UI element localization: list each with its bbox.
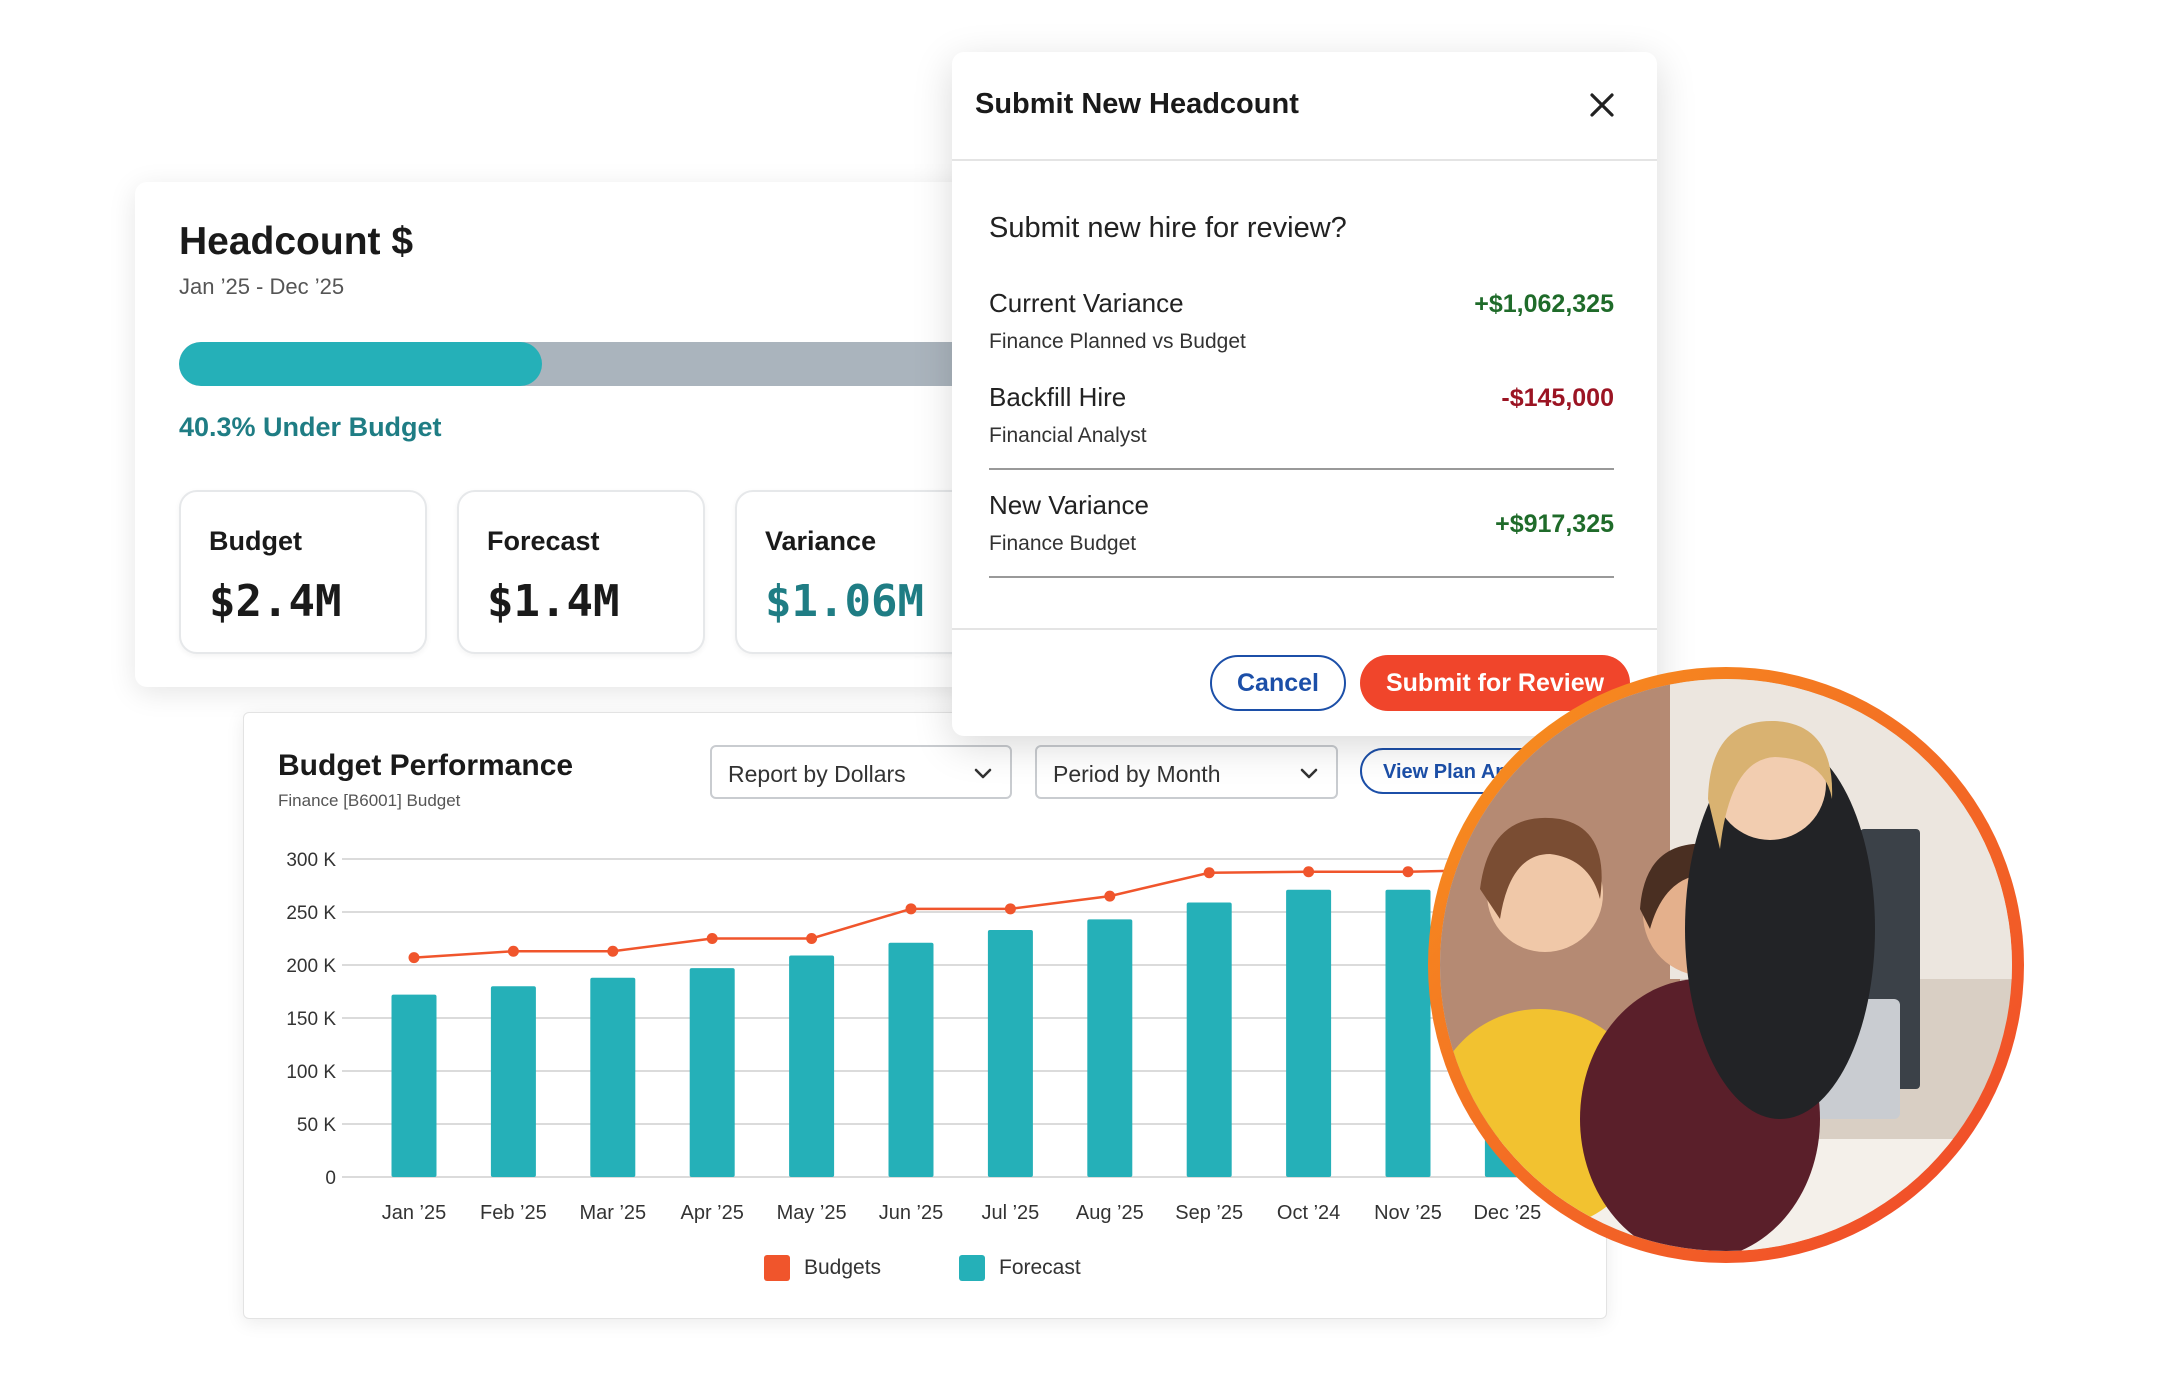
headcount-date-range: Jan ’25 - Dec ’25: [179, 274, 345, 299]
chevron-down-icon: [1296, 761, 1322, 792]
under-budget-text: 40.3% Under Budget: [179, 412, 442, 442]
chevron-down-icon: [970, 761, 996, 792]
current-variance-amount: +$1,062,325: [1474, 290, 1614, 318]
y-tick-label: 200 K: [286, 956, 336, 977]
budgets-point: [607, 945, 619, 957]
modal-question: Submit new hire for review?: [989, 212, 1347, 244]
new-variance-label: New Variance: [989, 490, 1149, 520]
current-variance-label: Current Variance: [989, 288, 1184, 318]
submit-for-review-button[interactable]: Submit for Review: [1360, 655, 1630, 711]
close-icon[interactable]: [1582, 85, 1622, 125]
current-variance-sub: Finance Planned vs Budget: [989, 330, 1246, 353]
stat-forecast: Forecast $1.4M: [457, 490, 705, 654]
x-tick-label: Apr ’25: [681, 1202, 744, 1224]
performance-subtitle: Finance [B6001] Budget: [278, 791, 461, 810]
stat-budget-label: Budget: [209, 526, 302, 556]
modal-title: Submit New Headcount: [975, 88, 1299, 120]
y-tick-label: 150 K: [286, 1009, 336, 1030]
forecast-bar: [391, 994, 437, 1177]
x-tick-label: Aug ’25: [1076, 1202, 1144, 1224]
x-tick-label: Oct ’24: [1277, 1202, 1340, 1224]
headcount-title: Headcount $: [179, 220, 414, 263]
stat-variance-label: Variance: [765, 526, 877, 556]
x-tick-label: Mar ’25: [579, 1202, 646, 1224]
budgets-point: [1402, 866, 1414, 878]
legend-label-forecast: Forecast: [999, 1256, 1081, 1279]
stat-variance: Variance $1.06M: [735, 490, 983, 654]
report-by-select[interactable]: Report by Dollars: [710, 745, 1012, 799]
team-photo: [1428, 667, 2024, 1263]
backfill-hire-sub: Financial Analyst: [989, 424, 1147, 447]
budgets-point: [1303, 866, 1315, 878]
x-tick-label: Jun ’25: [879, 1202, 944, 1224]
stat-forecast-value: $1.4M: [487, 576, 620, 627]
x-tick-label: Feb ’25: [480, 1202, 547, 1224]
modal-row-divider: [989, 576, 1614, 578]
forecast-bar: [1286, 889, 1332, 1177]
new-variance-amount: +$917,325: [1495, 510, 1614, 538]
new-variance-sub: Finance Budget: [989, 532, 1137, 555]
x-tick-label: Jul ’25: [981, 1202, 1039, 1224]
forecast-bar: [789, 955, 835, 1177]
budgets-point: [806, 933, 818, 944]
forecast-bar: [590, 977, 636, 1177]
budgets-point: [706, 933, 718, 944]
y-tick-label: 100 K: [286, 1062, 336, 1083]
legend-swatch-forecast: [959, 1255, 985, 1281]
modal-header-divider: [952, 159, 1657, 161]
forecast-bar: [987, 930, 1033, 1177]
budgets-point: [905, 903, 917, 915]
x-tick-label: Dec ’25: [1473, 1202, 1541, 1224]
period-by-select-label: Period by Month: [1053, 761, 1221, 787]
modal-row-divider: [989, 468, 1614, 470]
forecast-bar: [1087, 919, 1133, 1177]
forecast-bar: [1186, 902, 1232, 1177]
budget-performance-chart: 0 50 K 100 K 150 K 200 K 250 K 300 K Jan ’25 Feb…: [286, 850, 1584, 1224]
y-tick-label: 250 K: [286, 903, 336, 924]
legend-swatch-budgets: [764, 1255, 790, 1281]
x-tick-label: Jan ’25: [382, 1202, 447, 1224]
report-by-select-label: Report by Dollars: [728, 761, 906, 787]
budgets-line: [413, 868, 1508, 959]
budget-progress-bar: [179, 342, 1079, 386]
y-tick-label: 300 K: [286, 850, 336, 871]
budgets-point: [507, 945, 519, 957]
stat-variance-value: $1.06M: [765, 576, 924, 627]
forecast-bar: [689, 968, 735, 1177]
stat-budget: Budget $2.4M: [179, 490, 427, 654]
performance-title: Budget Performance: [278, 749, 574, 782]
y-tick-label: 0: [325, 1168, 336, 1189]
budgets-point: [1004, 903, 1016, 915]
forecast-bar: [1385, 889, 1431, 1177]
budget-progress-fill: [179, 342, 542, 386]
y-tick-label: 50 K: [297, 1115, 336, 1136]
budgets-point: [408, 952, 420, 964]
backfill-hire-amount: -$145,000: [1501, 384, 1614, 412]
stat-budget-value: $2.4M: [209, 576, 342, 627]
legend-label-budgets: Budgets: [804, 1256, 882, 1279]
x-tick-label: Sep ’25: [1175, 1202, 1243, 1224]
x-tick-label: May ’25: [777, 1202, 847, 1224]
budgets-point: [1203, 867, 1215, 879]
period-by-select[interactable]: Period by Month: [1035, 745, 1338, 799]
x-tick-label: Nov ’25: [1374, 1202, 1442, 1224]
submit-headcount-modal: Submit New Headcount Submit new hire for…: [952, 52, 1657, 736]
team-photo-illustration: [1440, 679, 2012, 1251]
budgets-point: [1104, 890, 1116, 902]
modal-footer-divider: [952, 628, 1657, 630]
backfill-hire-label: Backfill Hire: [989, 382, 1127, 412]
forecast-bar: [490, 986, 536, 1177]
cancel-button[interactable]: Cancel: [1210, 655, 1346, 711]
forecast-bar: [888, 942, 934, 1177]
budget-performance-card: Budget Performance Finance [B6001] Budge…: [243, 712, 1607, 1319]
stat-forecast-label: Forecast: [487, 526, 600, 556]
